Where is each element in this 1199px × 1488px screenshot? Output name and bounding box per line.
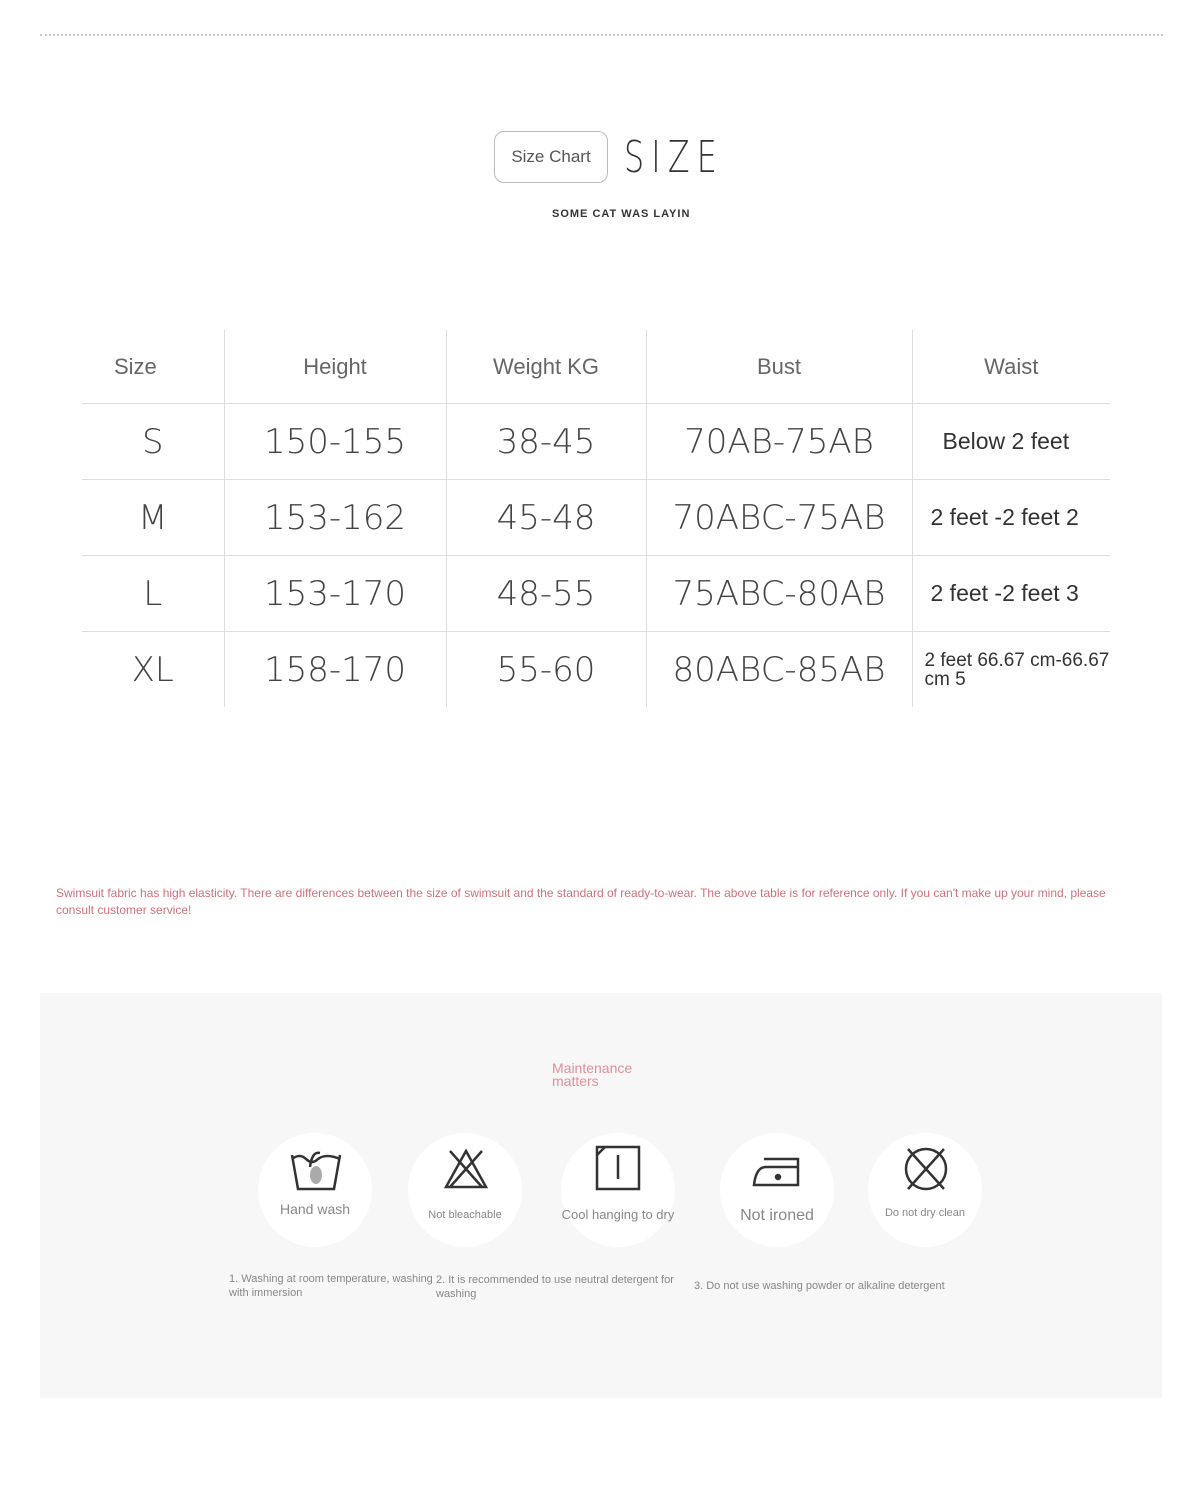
cell-bust: 80ABC-85AB bbox=[645, 631, 912, 707]
care-label: Cool hanging to dry bbox=[561, 1207, 675, 1222]
cell-weight: 38-45 bbox=[445, 403, 646, 480]
cell-weight: 45-48 bbox=[445, 479, 646, 556]
cell-waist: 2 feet 66.67 cm-66.67 cm 5 bbox=[911, 631, 1110, 707]
cell-size: XL bbox=[131, 649, 174, 690]
cell-height: 153-162 bbox=[223, 479, 446, 556]
cell-height: 153-170 bbox=[223, 555, 446, 632]
cell-size: M bbox=[82, 479, 224, 556]
no-bleach-icon bbox=[443, 1148, 489, 1189]
tagline: SOME CAT WAS LAYIN bbox=[552, 208, 691, 220]
size-note: Swimsuit fabric has high elasticity. The… bbox=[56, 886, 1106, 917]
cell-bust: 75ABC-80AB bbox=[645, 555, 912, 632]
table-row: XL 158-170 55-60 80ABC-85AB 2 feet 66.67… bbox=[82, 631, 1110, 707]
size-table: Size Height Weight KG Bust Waist S 150-1… bbox=[82, 330, 1110, 707]
table-row: M 153-162 45-48 70ABC-75AB 2 feet -2 fee… bbox=[82, 479, 1110, 556]
care-title: Maintenance matters bbox=[552, 1060, 633, 1089]
care-step: 1. Washing at room temperature, washing … bbox=[229, 1273, 433, 1299]
line-dry-icon bbox=[595, 1145, 641, 1191]
column-header: Weight KG bbox=[445, 330, 646, 404]
column-header: Size bbox=[82, 330, 224, 404]
cell-height: 150-155 bbox=[223, 403, 446, 480]
care-label: Not bleachable bbox=[428, 1209, 502, 1221]
page-title: SIZE bbox=[624, 132, 724, 183]
care-item-iron: Not ironed bbox=[720, 1133, 834, 1247]
cell-bust: 70ABC-75AB bbox=[645, 479, 912, 556]
care-label: Not ironed bbox=[740, 1207, 814, 1224]
column-header: Waist bbox=[911, 330, 1110, 404]
iron-icon bbox=[752, 1157, 800, 1187]
care-label: Hand wash bbox=[279, 1201, 351, 1217]
cell-bust: 70AB-75AB bbox=[645, 403, 912, 480]
care-item-hand-wash: Hand wash bbox=[258, 1133, 372, 1247]
cell-size: S bbox=[82, 403, 224, 480]
cell-waist: Below 2 feet bbox=[911, 403, 1110, 480]
cell-weight: 55-60 bbox=[445, 631, 646, 707]
dotted-divider bbox=[40, 34, 1163, 36]
table-header-row: Size Height Weight KG Bust Waist bbox=[82, 330, 1110, 404]
table-row: S 150-155 38-45 70AB-75AB Below 2 feet bbox=[82, 403, 1110, 480]
care-item-no-bleach: Not bleachable bbox=[408, 1133, 522, 1247]
cell-weight: 48-55 bbox=[445, 555, 646, 632]
column-header: Height bbox=[223, 330, 446, 404]
cell-waist: 2 feet -2 feet 3 bbox=[911, 555, 1110, 632]
table-row: L 153-170 48-55 75ABC-80AB 2 feet -2 fee… bbox=[82, 555, 1110, 632]
care-step: 2. It is recommended to use neutral dete… bbox=[436, 1274, 674, 1300]
hand-wash-icon bbox=[290, 1151, 342, 1191]
no-dry-clean-icon bbox=[904, 1147, 948, 1191]
care-item-no-dry-clean: Do not dry clean bbox=[868, 1133, 982, 1247]
cell-waist: 2 feet -2 feet 2 bbox=[911, 479, 1110, 556]
size-chart-chip: Size Chart bbox=[494, 131, 608, 183]
column-header: Bust bbox=[645, 330, 912, 404]
cell-size: L bbox=[82, 555, 224, 632]
care-label: Do not dry clean bbox=[884, 1207, 966, 1219]
care-step: 3. Do not use washing powder or alkaline… bbox=[694, 1280, 945, 1292]
care-item-line-dry: Cool hanging to dry bbox=[561, 1133, 675, 1247]
cell-height: 158-170 bbox=[223, 631, 446, 707]
